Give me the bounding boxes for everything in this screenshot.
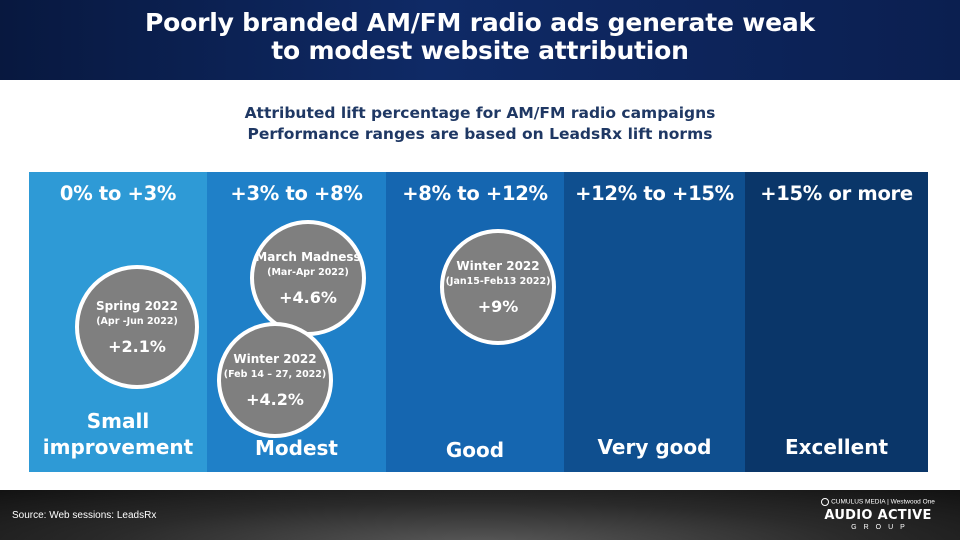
band-rating-label: Good [386,437,564,463]
campaign-bubble-spring-2022: Spring 2022 (Apr -Jun 2022) +2.1% [75,265,199,389]
band-rating-label: Very good [564,434,745,460]
band-rating-line: Modest [255,436,338,460]
campaign-name: March Madness [255,249,361,264]
band-rating-line: Excellent [784,435,889,459]
band-rating-line: Good [445,438,505,462]
audio-active-group-logo: CUMULUS MEDIA | Westwood One AUDIO ACTIV… [818,498,938,531]
campaign-period: (Jan15-Feb13 2022) [445,275,551,287]
band-range-label: +15% or more [760,182,913,205]
subtitle-line-1: Attributed lift percentage for AM/FM rad… [244,104,716,122]
campaign-name: Winter 2022 [456,258,540,273]
band-range-label: +12% to +15% [575,182,734,205]
band-rating-label: Small improvement [29,408,207,460]
logo-main-text: AUDIO ACTIVE [824,508,932,523]
band-rating-label: Excellent [745,434,928,460]
campaign-period: (Mar-Apr 2022) [267,266,349,278]
campaign-lift-value: +2.1% [108,336,166,356]
chart-subtitle: Attributed lift percentage for AM/FM rad… [0,103,960,145]
logo-top-text: CUMULUS MEDIA | Westwood One [831,498,935,506]
campaign-name: Winter 2022 [233,351,317,366]
band-very-good: +12% to +15% Very good [564,172,745,472]
subtitle-line-2: Performance ranges are based on LeadsRx … [247,125,713,143]
campaign-lift-value: +4.6% [279,287,337,307]
campaign-lift-value: +4.2% [246,389,304,409]
band-rating-line: Small [86,409,150,433]
title-line-2: to modest website attribution [271,36,689,65]
band-range-label: 0% to +3% [59,182,177,205]
band-range-label: +3% to +8% [230,182,363,205]
campaign-bubble-winter-2022-jan: Winter 2022 (Jan15-Feb13 2022) +9% [440,229,556,345]
source-note: Source: Web sessions: LeadsRx [12,510,157,521]
campaign-period: (Feb 14 – 27, 2022) [223,368,327,380]
campaign-bubble-winter-2022-feb: Winter 2022 (Feb 14 – 27, 2022) +4.2% [217,322,333,438]
band-excellent: +15% or more Excellent [745,172,928,472]
campaign-name: Spring 2022 [96,298,178,313]
band-range-label: +8% to +12% [402,182,548,205]
band-rating-label: Modest [207,435,386,461]
logo-group-text: GROUP [851,524,912,531]
campaign-period: (Apr -Jun 2022) [96,315,178,327]
band-rating-line: improvement [42,435,194,459]
campaign-lift-value: +9% [477,296,519,316]
title-line-1: Poorly branded AM/FM radio ads generate … [145,8,815,37]
footer-bar: Source: Web sessions: LeadsRx CUMULUS ME… [0,490,960,540]
cumulus-logo-icon [821,498,830,506]
title-banner: Poorly branded AM/FM radio ads generate … [0,0,960,80]
lift-range-chart: 0% to +3% Small improvement +3% to +8% M… [29,172,928,472]
band-rating-line: Very good [597,435,712,459]
campaign-bubble-march-madness: March Madness (Mar-Apr 2022) +4.6% [250,220,366,336]
